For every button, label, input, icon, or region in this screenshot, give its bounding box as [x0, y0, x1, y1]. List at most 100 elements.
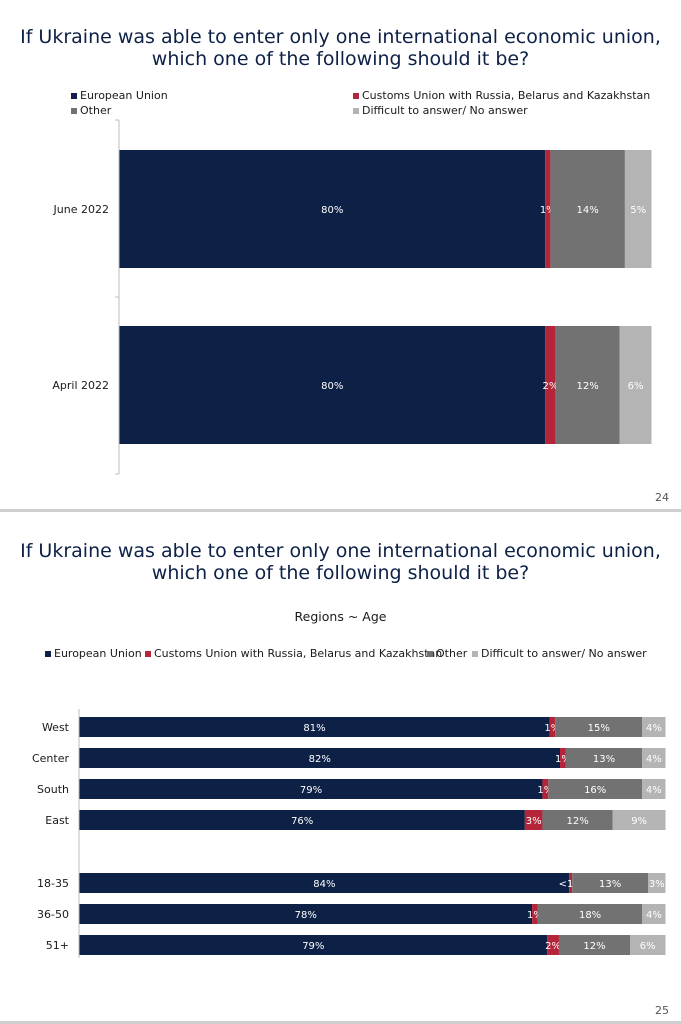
slide-title: If Ukraine was able to enter only one in… [0, 540, 681, 584]
data-label: 80% [321, 381, 343, 392]
bar-segment-difficult [642, 904, 666, 924]
legend-swatch [472, 650, 478, 657]
bar-segment-other [555, 326, 620, 444]
stacked-bar-chart-dynamics: June 2022 80% 1% 14% 5% April 2022 80% 2% 12% 6% [52, 119, 652, 475]
chart-subtitle: Regions ~ Age [294, 609, 387, 624]
category-label: East [45, 814, 69, 827]
data-label: 12% [577, 381, 599, 392]
data-label: 12% [566, 816, 588, 827]
data-label: 82% [309, 754, 331, 765]
category-label: South [37, 783, 69, 796]
legend-label: Customs Union with Russia, Belarus and K… [362, 89, 651, 102]
legend-item-other: Other [427, 647, 467, 660]
bar-segment-customs-union [542, 779, 549, 799]
category-label: 18-35 [37, 877, 69, 890]
data-label: 80% [321, 205, 343, 216]
data-label: 18% [579, 910, 601, 921]
data-label: 6% [640, 941, 656, 952]
bar-segment-eu [119, 150, 546, 268]
slide-25: If Ukraine was able to enter only one in… [0, 513, 681, 1024]
legend-swatch [353, 107, 359, 114]
data-label: 16% [584, 785, 606, 796]
title-line-2: which one of the following should it be? [151, 562, 530, 584]
data-label: 4% [646, 910, 662, 921]
data-label: 1% [540, 205, 556, 216]
data-label: 1% [544, 723, 560, 734]
title-line-1: If Ukraine was able to enter only one in… [20, 26, 661, 48]
category-label: Center [32, 752, 70, 765]
legend-item-european-union: European Union [45, 647, 142, 660]
data-label: 4% [646, 754, 662, 765]
data-label: 13% [593, 754, 615, 765]
legend-item-other: Other [71, 104, 111, 117]
page-number: 24 [655, 491, 669, 504]
data-label: 79% [302, 941, 324, 952]
bar-segment-customs-union [545, 150, 551, 268]
bar-segment-eu [79, 748, 561, 768]
bar-segment-other [548, 779, 643, 799]
slide-title: If Ukraine was able to enter only one in… [0, 26, 681, 70]
data-label: 1% [537, 785, 553, 796]
title-line-2: which one of the following should it be? [151, 48, 530, 70]
bar-segment-customs-union [560, 748, 566, 768]
legend-label: Difficult to answer/ No answer [481, 647, 647, 660]
data-label: 9% [631, 816, 647, 827]
bar-segment-eu [79, 935, 548, 955]
legend-label: European Union [80, 89, 168, 102]
legend-label: European Union [54, 647, 142, 660]
data-label: 13% [599, 879, 621, 890]
legend-item-difficult: Difficult to answer/ No answer [353, 104, 528, 117]
bar-segment-customs-union [549, 717, 556, 737]
bar-segment-other [572, 873, 649, 893]
data-label: 4% [646, 723, 662, 734]
legend-item-customs-union: Customs Union with Russia, Belarus and K… [353, 89, 650, 102]
legend-label: Customs Union with Russia, Belarus and K… [154, 647, 443, 660]
bar-segment-eu [119, 326, 546, 444]
title-line-1: If Ukraine was able to enter only one in… [20, 540, 661, 562]
stacked-bar-chart-regions-age: West 81% 1% 15% 4% Center 82% 1% 13% 4% South 79% 1%… [32, 709, 666, 958]
bar-segment-difficult [642, 779, 666, 799]
bottom-rule [0, 1021, 681, 1024]
data-label: 78% [295, 910, 317, 921]
legend-item-difficult: Difficult to answer/ No answer [472, 647, 647, 660]
bar-segment-customs-union [532, 904, 538, 924]
bar-segment-difficult [612, 810, 666, 830]
bar-segment-eu [79, 810, 525, 830]
bar-segment-other [550, 150, 625, 268]
bar-segment-customs-union [547, 935, 559, 955]
data-label: 14% [577, 205, 599, 216]
slide-divider [0, 509, 681, 512]
bar-segment-difficult [642, 748, 666, 768]
data-label: 76% [291, 816, 313, 827]
data-label: 3% [526, 816, 542, 827]
category-label: June 2022 [53, 203, 109, 216]
bar-segment-eu [79, 779, 543, 799]
bar-segment-difficult [624, 150, 652, 268]
legend-label: Other [436, 647, 468, 660]
category-label: 51+ [46, 939, 69, 952]
bar-segment-eu [79, 873, 570, 893]
category-label: 36-50 [37, 908, 69, 921]
bar-segment-other [537, 904, 643, 924]
legend-item-customs-union: Customs Union with Russia, Belarus and K… [145, 647, 442, 660]
legend-item-european-union: European Union [71, 89, 168, 102]
legend-swatch [45, 650, 51, 657]
bar-segment-difficult [642, 717, 666, 737]
data-label: 4% [646, 785, 662, 796]
data-label: 84% [313, 879, 335, 890]
data-label: 79% [300, 785, 322, 796]
legend-swatch [71, 107, 77, 114]
legend-swatch [427, 650, 433, 657]
bar-segment-difficult [648, 873, 666, 893]
legend-swatch [353, 92, 359, 99]
data-label: 2% [545, 941, 561, 952]
legend-label: Other [80, 104, 112, 117]
bar-segment-other [555, 717, 643, 737]
data-label: 15% [588, 723, 610, 734]
category-label: April 2022 [52, 379, 109, 392]
bar-segment-other [565, 748, 643, 768]
bar-segment-eu [79, 904, 533, 924]
data-label: 1% [555, 754, 571, 765]
data-label: 1% [527, 910, 543, 921]
data-label: <1% [559, 879, 583, 890]
